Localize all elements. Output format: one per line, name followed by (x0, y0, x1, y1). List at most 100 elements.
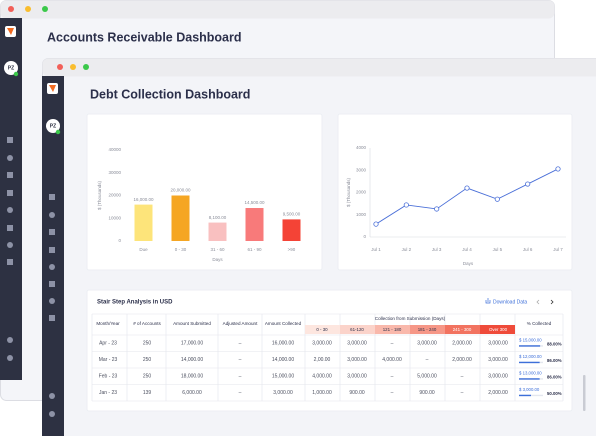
download-link[interactable]: Download Data (493, 299, 527, 305)
close-dot[interactable] (57, 64, 63, 70)
sub-header-cell (375, 325, 410, 334)
back-title: Accounts Receivable Dashboard (47, 30, 242, 44)
progress-bar (519, 378, 540, 380)
cell: – (426, 357, 429, 363)
cell: 6,000.00 (182, 390, 202, 396)
cell: 2,000.00 (452, 357, 472, 363)
y-tick-label: 0 (118, 238, 121, 243)
y-tick-label: 0 (363, 234, 366, 239)
progress-bar (519, 345, 541, 347)
cell: 3,000.00 (488, 357, 508, 363)
cell: 3,000.00 (417, 341, 437, 347)
sidebar (42, 76, 64, 436)
cell: 14,000.00 (181, 357, 203, 363)
point (373, 221, 379, 227)
x-tick-label: Jul 2 (402, 247, 412, 252)
collected-amount: $ 12,000.00 (519, 354, 542, 359)
cell: 4,000.00 (312, 374, 332, 380)
avatar[interactable] (46, 119, 60, 133)
cell: – (239, 390, 242, 396)
cell: – (461, 390, 464, 396)
min-dot[interactable] (70, 64, 76, 70)
cell: 16,000.00 (272, 341, 294, 347)
avatar[interactable] (4, 61, 18, 75)
cell: 250 (143, 357, 152, 363)
max-dot[interactable] (42, 6, 48, 12)
table-title: Stair Step Analysis in USD (97, 300, 173, 306)
column-header: Adjusted Amount (223, 321, 258, 326)
bar (171, 195, 190, 241)
x-tick-label: Jul 4 (462, 247, 472, 252)
cell: 900.00 (349, 390, 365, 396)
sub-header-cell (410, 325, 445, 334)
sub-header: 121 - 180 (383, 327, 402, 332)
cell: Mar - 23 (99, 357, 118, 363)
y-axis-label: $ (Thousands) (97, 180, 102, 210)
y-tick-label: 3000 (356, 167, 367, 172)
cell: 4,000.00 (382, 357, 402, 363)
cell: 5,000.00 (417, 374, 437, 380)
cell: 250 (143, 341, 152, 347)
sidebar-icons[interactable] (7, 137, 13, 361)
x-axis-label: Days (212, 257, 223, 262)
status-dot (55, 129, 61, 135)
x-tick-label: Jul 5 (493, 247, 503, 252)
cell: 139 (143, 390, 152, 396)
cell: 2,000.00 (452, 341, 472, 347)
y-axis-label: $ (Thousands) (346, 177, 351, 207)
y-tick-label: 30000 (108, 170, 121, 175)
avatar-text: PZ (8, 65, 14, 71)
percent-collected: 88.00% (547, 341, 562, 346)
x-tick-label: 61 - 90 (247, 247, 262, 252)
cell: 2,00.00 (314, 357, 331, 363)
y-tick-label: 20000 (108, 193, 121, 198)
point (555, 166, 561, 172)
sub-header-cell (445, 325, 480, 334)
max-dot[interactable] (83, 64, 89, 70)
bar (208, 222, 227, 241)
cell: 3,000.00 (347, 374, 367, 380)
sub-header: 241 - 300 (453, 327, 472, 332)
x-tick-label: Jul 3 (432, 247, 442, 252)
bar (282, 219, 301, 241)
x-tick-label: Jul 6 (523, 247, 533, 252)
point (464, 185, 470, 191)
logo-mark (49, 85, 56, 92)
cell: 900.00 (419, 390, 435, 396)
cell: 3,000.00 (347, 341, 367, 347)
cell: 3,000.00 (312, 341, 332, 347)
prev-button[interactable] (536, 299, 540, 305)
cell: – (391, 374, 394, 380)
y-tick-label: 40000 (108, 147, 121, 152)
sub-header-cell (480, 325, 515, 334)
table-card (86, 289, 573, 412)
download-icon[interactable] (485, 298, 491, 304)
x-axis-label: Days (463, 261, 474, 266)
cell: – (391, 390, 394, 396)
cell: 3,000.00 (347, 357, 367, 363)
collected-amount: $ 15,000.00 (519, 337, 542, 342)
cell: 17,000.00 (181, 341, 203, 347)
x-tick-label: Due (139, 247, 148, 252)
sub-header: 0 - 30 (316, 327, 328, 332)
cell: Feb - 23 (99, 374, 118, 380)
group-header: Collection from Submission (Days) (375, 316, 446, 321)
value-label: 9,500.00 (283, 212, 301, 217)
sub-header-cell (340, 325, 375, 334)
column-header: # of Accounts (133, 321, 161, 326)
next-button[interactable] (550, 299, 554, 305)
cell: Jan - 23 (99, 390, 117, 396)
cell: – (391, 341, 394, 347)
min-dot[interactable] (25, 6, 31, 12)
value-label: 20,000.00 (170, 188, 191, 193)
value-label: 16,000.00 (133, 197, 154, 202)
collected-amount: $ 3,000.00 (519, 387, 540, 392)
scrollbar[interactable] (583, 375, 586, 411)
x-tick-label: Jul 7 (553, 247, 563, 252)
close-dot[interactable] (8, 6, 14, 12)
avatar-text: PZ (50, 123, 56, 129)
sidebar-icons[interactable] (49, 194, 55, 417)
window-bar (0, 0, 555, 19)
